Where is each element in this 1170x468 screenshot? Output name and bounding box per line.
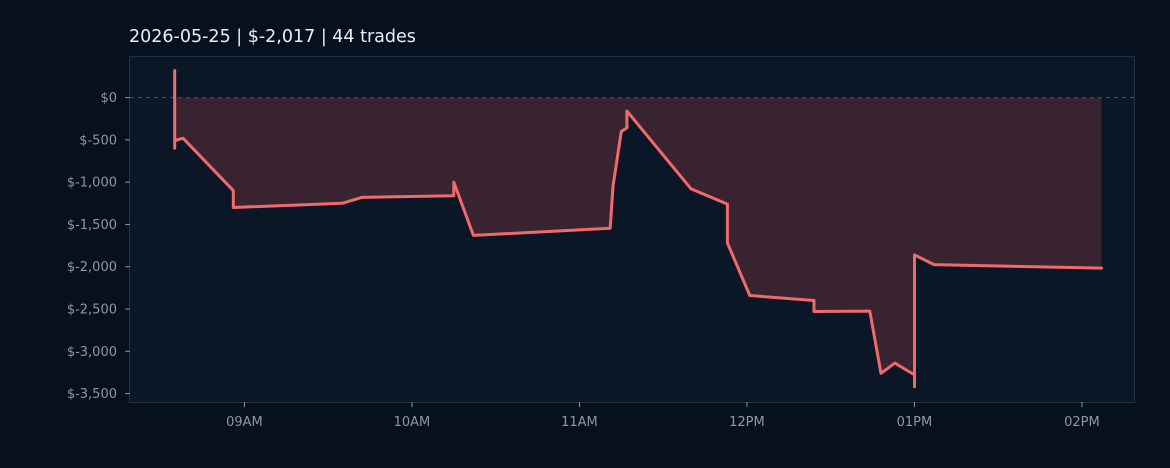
y-tick-label: $0 — [100, 91, 117, 106]
pnl-series-line — [173, 69, 1103, 389]
y-tick-label: $-2,500 — [67, 302, 117, 317]
y-tick-label: $-1,000 — [67, 176, 117, 191]
x-tick-label: 11AM — [561, 415, 598, 430]
pnl-area-fill — [174, 70, 1102, 387]
x-axis: 09AM 10AM 11AM 12PM 01PM 02PM — [226, 402, 1100, 430]
y-tick-label: $-3,500 — [67, 387, 117, 402]
chart-title: 2026-05-25 | $-2,017 | 44 trades — [129, 27, 416, 47]
x-tick-label: 02PM — [1064, 415, 1100, 430]
y-tick-label: $-500 — [79, 133, 117, 148]
area-layer — [174, 70, 1102, 387]
x-tick-label: 01PM — [897, 415, 933, 430]
y-axis: $0 $-500 $-1,000 $-1,500 $-2,000 $-2,500 $-3,0… — [67, 91, 130, 402]
y-tick-label: $-2,000 — [67, 260, 117, 275]
y-tick-label: $-1,500 — [67, 218, 117, 233]
x-tick-label: 10AM — [394, 415, 431, 430]
y-tick-label: $-3,000 — [67, 345, 117, 360]
x-tick-label: 09AM — [226, 415, 263, 430]
line-layer — [173, 69, 1103, 389]
x-tick-label: 12PM — [729, 415, 765, 430]
